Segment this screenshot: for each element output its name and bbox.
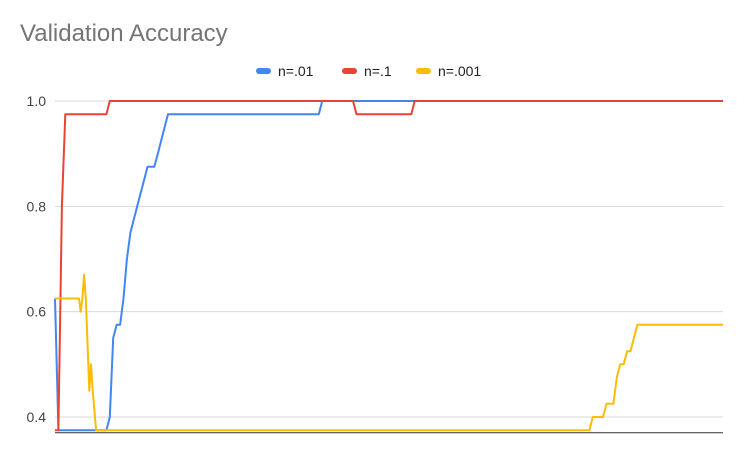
legend-swatch xyxy=(416,68,431,74)
legend-swatch xyxy=(256,68,271,74)
series-line xyxy=(54,100,723,432)
y-tick-label: 0.6 xyxy=(27,304,47,320)
legend-label: n=.1 xyxy=(364,63,392,79)
series-line xyxy=(55,100,723,432)
legend-label: n=.01 xyxy=(278,63,314,79)
y-tick-label: 0.8 xyxy=(27,198,47,214)
y-tick-label: 0.4 xyxy=(27,409,47,425)
legend-swatch xyxy=(342,68,357,74)
chart-title: Validation Accuracy xyxy=(20,20,228,47)
y-tick-label: 1.0 xyxy=(27,93,47,109)
legend-label: n=.001 xyxy=(438,63,481,79)
series-line xyxy=(55,273,723,432)
